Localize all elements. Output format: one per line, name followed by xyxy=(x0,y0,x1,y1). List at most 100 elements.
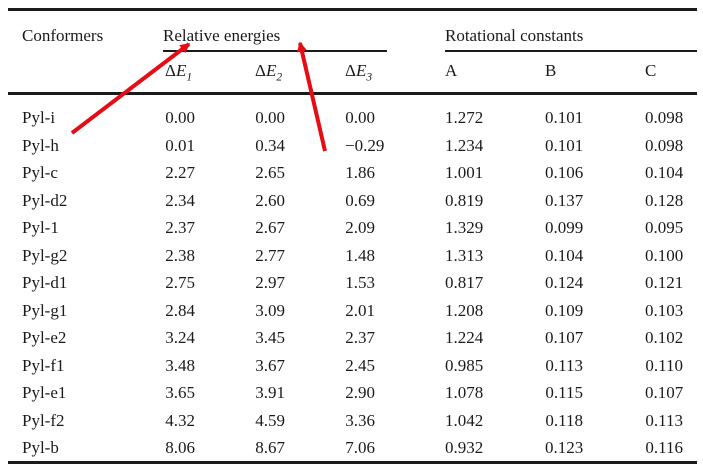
value-cell: 8.67 xyxy=(255,438,285,457)
conformer-label: Pyl-c xyxy=(22,163,58,182)
table-row: Pyl-f2 4.32 4.59 3.36 1.042 0.118 0.113 xyxy=(0,407,703,435)
value-cell: 0.34 xyxy=(255,135,285,155)
value-cell: 0.01 xyxy=(165,135,195,155)
value-cell: 0.101 xyxy=(545,108,584,127)
table-row: Pyl-d1 2.75 2.97 1.53 0.817 0.124 0.121 xyxy=(0,269,703,297)
value-cell: 2.37 xyxy=(345,328,375,347)
value-cell: 8.06 xyxy=(165,438,195,457)
value-cell: 1.208 xyxy=(445,300,484,320)
group-header-relative-energies: Relative energies xyxy=(163,26,281,45)
column-header-delta-e3: ΔE3 xyxy=(345,61,373,84)
value-cell: 3.65 xyxy=(165,383,195,402)
table-row: Pyl-c 2.27 2.65 1.86 1.001 0.106 0.104 xyxy=(0,159,703,187)
conformer-label: Pyl-g1 xyxy=(22,300,68,320)
value-cell: 4.59 xyxy=(255,410,285,430)
value-cell: 0.128 xyxy=(645,190,684,210)
value-cell: 0.099 xyxy=(545,218,584,237)
value-cell: 1.234 xyxy=(445,135,484,155)
value-cell: 0.101 xyxy=(545,135,584,155)
value-cell: 0.116 xyxy=(645,438,683,457)
column-header-conformers: Conformers xyxy=(22,26,104,45)
table-row: Pyl-i 0.00 0.00 0.00 1.272 0.101 0.098 xyxy=(0,104,703,132)
column-header-a: A xyxy=(445,61,458,80)
value-cell: 2.34 xyxy=(165,190,195,210)
value-cell: 2.75 xyxy=(165,273,195,292)
value-cell: 2.65 xyxy=(255,163,285,182)
value-cell: 0.932 xyxy=(445,438,484,457)
column-header-delta-e1: ΔE1 xyxy=(165,61,193,84)
value-cell: 2.90 xyxy=(345,383,375,402)
table-row: Pyl-f1 3.48 3.67 2.45 0.985 0.113 0.110 xyxy=(0,352,703,380)
relative-energies-underline xyxy=(163,50,387,52)
value-cell: 2.60 xyxy=(255,190,285,210)
value-cell: 0.819 xyxy=(445,190,484,210)
value-cell: 0.817 xyxy=(445,273,484,292)
value-cell: 0.104 xyxy=(645,163,684,182)
column-header-c: C xyxy=(645,61,657,80)
conformer-label: Pyl-d2 xyxy=(22,190,68,210)
value-cell: 0.103 xyxy=(645,300,684,320)
table-row: Pyl-1 2.37 2.67 2.09 1.329 0.099 0.095 xyxy=(0,214,703,242)
group-header-rotational-constants: Rotational constants xyxy=(445,26,584,45)
value-cell: −0.29 xyxy=(345,135,385,155)
conformer-label: Pyl-f1 xyxy=(22,355,65,375)
conformer-label: Pyl-i xyxy=(22,108,56,127)
value-cell: 3.45 xyxy=(255,328,285,347)
table-row: Pyl-b 8.06 8.67 7.06 0.932 0.123 0.116 xyxy=(0,434,703,462)
value-cell: 0.985 xyxy=(445,355,484,375)
table-bottom-rule xyxy=(8,461,697,464)
value-cell: 7.06 xyxy=(345,438,375,457)
value-cell: 1.53 xyxy=(345,273,375,292)
value-cell: 3.91 xyxy=(255,383,285,402)
value-cell: 2.45 xyxy=(345,355,375,375)
conformer-label: Pyl-e1 xyxy=(22,383,67,402)
value-cell: 0.124 xyxy=(545,273,584,292)
conformer-label: Pyl-f2 xyxy=(22,410,65,430)
value-cell: 3.09 xyxy=(255,300,285,320)
value-cell: 0.109 xyxy=(545,300,584,320)
rotational-constants-underline xyxy=(445,50,697,52)
value-cell: 2.09 xyxy=(345,218,375,237)
value-cell: 0.118 xyxy=(545,410,583,430)
value-cell: 3.67 xyxy=(255,355,285,375)
value-cell: 0.137 xyxy=(545,190,584,210)
value-cell: 2.27 xyxy=(165,163,195,182)
table-top-rule xyxy=(8,8,697,11)
value-cell: 0.69 xyxy=(345,190,375,210)
value-cell: 0.115 xyxy=(545,383,583,402)
table-row: Pyl-e1 3.65 3.91 2.90 1.078 0.115 0.107 xyxy=(0,379,703,407)
value-cell: 2.37 xyxy=(165,218,195,237)
value-cell: 2.38 xyxy=(165,245,195,265)
table-header-rule xyxy=(8,92,697,95)
value-cell: 1.224 xyxy=(445,328,484,347)
table-row: Pyl-d2 2.34 2.60 0.69 0.819 0.137 0.128 xyxy=(0,187,703,215)
value-cell: 0.104 xyxy=(545,245,584,265)
value-cell: 0.00 xyxy=(345,108,375,127)
value-cell: 0.107 xyxy=(545,328,584,347)
value-cell: 0.113 xyxy=(545,355,583,375)
value-cell: 0.095 xyxy=(645,218,684,237)
conformer-label: Pyl-1 xyxy=(22,218,59,237)
table-row: Pyl-e2 3.24 3.45 2.37 1.224 0.107 0.102 xyxy=(0,324,703,352)
value-cell: 1.272 xyxy=(445,108,484,127)
value-cell: 2.77 xyxy=(255,245,285,265)
conformer-label: Pyl-h xyxy=(22,135,59,155)
value-cell: 0.00 xyxy=(255,108,285,127)
value-cell: 1.329 xyxy=(445,218,484,237)
table-row: Pyl-g1 2.84 3.09 2.01 1.208 0.109 0.103 xyxy=(0,297,703,325)
value-cell: 2.01 xyxy=(345,300,375,320)
value-cell: 1.313 xyxy=(445,245,484,265)
value-cell: 4.32 xyxy=(165,410,195,430)
value-cell: 1.86 xyxy=(345,163,375,182)
table-row: Pyl-h 0.01 0.34 −0.29 1.234 0.101 0.098 xyxy=(0,132,703,160)
conformer-label: Pyl-e2 xyxy=(22,328,67,347)
value-cell: 0.098 xyxy=(645,135,684,155)
value-cell: 1.001 xyxy=(445,163,484,182)
table-row: Pyl-g2 2.38 2.77 1.48 1.313 0.104 0.100 xyxy=(0,242,703,270)
value-cell: 3.36 xyxy=(345,410,375,430)
value-cell: 2.97 xyxy=(255,273,285,292)
value-cell: 0.098 xyxy=(645,108,684,127)
value-cell: 1.042 xyxy=(445,410,484,430)
conformer-label: Pyl-g2 xyxy=(22,245,68,265)
